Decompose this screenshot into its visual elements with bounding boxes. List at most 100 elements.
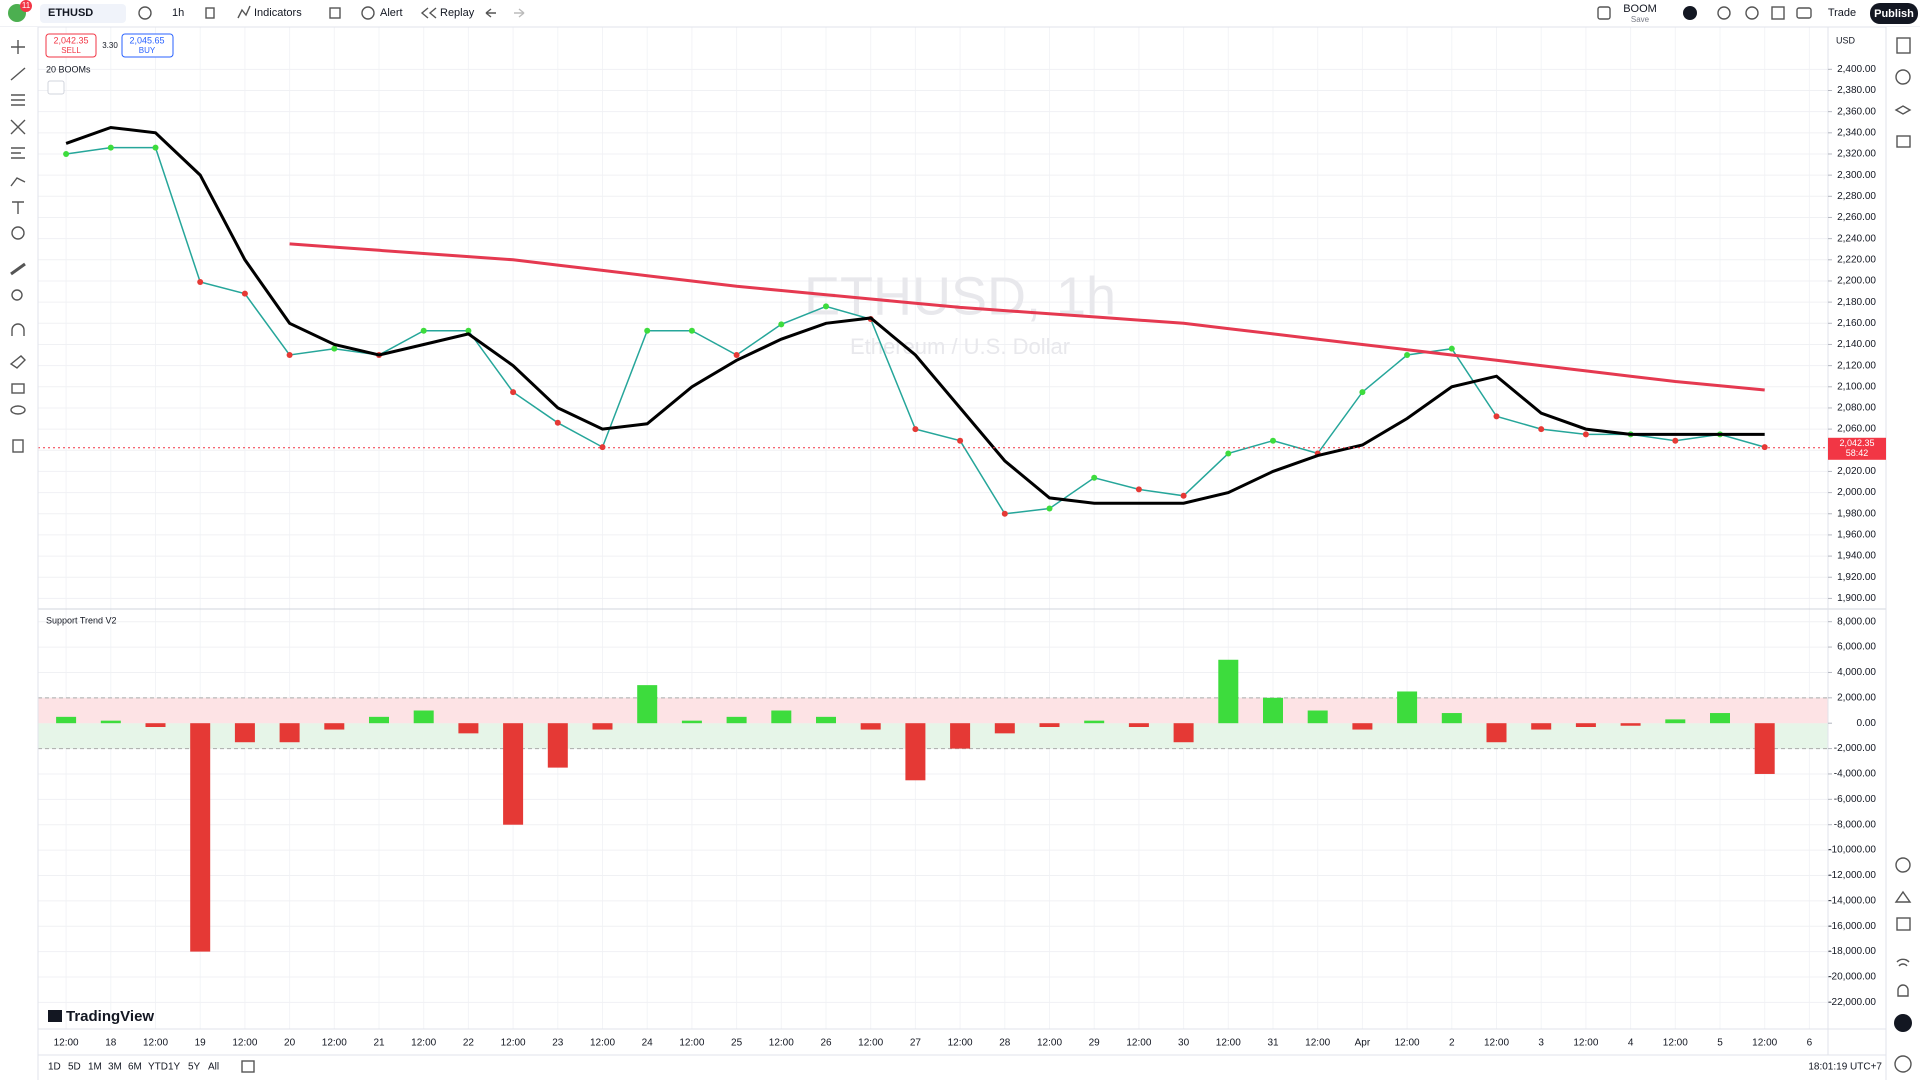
publish-button[interactable] (1870, 3, 1918, 24)
alert-icon[interactable] (361, 6, 375, 20)
ideas-button[interactable] (1894, 890, 1912, 903)
settings-button[interactable] (1745, 6, 1759, 20)
notifications-button[interactable] (1897, 984, 1909, 997)
brush-tool[interactable] (10, 177, 26, 187)
time-label: 18 (105, 1038, 117, 1049)
chart-type[interactable] (205, 7, 215, 19)
user-menu[interactable] (1683, 6, 1697, 20)
replay[interactable]: Replay (440, 7, 475, 19)
products-button[interactable] (1894, 1014, 1912, 1032)
add-symbol[interactable] (138, 6, 152, 20)
oscillator-bar (324, 723, 345, 730)
indicators[interactable]: Indicators (254, 7, 302, 19)
price-point (152, 144, 159, 151)
drawing-tools (9, 40, 26, 453)
time-label: 12:00 (590, 1038, 615, 1049)
oscillator-legend[interactable]: Support Trend V2 (46, 615, 117, 625)
price-point (197, 279, 204, 286)
price-tick-label: 2,400.00 (1837, 64, 1876, 75)
buy-button[interactable] (121, 33, 174, 58)
drawing-mode[interactable] (9, 355, 26, 369)
time-label: 6 (1807, 1038, 1813, 1049)
oscillator-bar (413, 710, 434, 724)
collapse-legend[interactable] (47, 80, 65, 95)
sell-label[interactable]: SELL (61, 46, 81, 55)
replay-icon[interactable] (420, 7, 437, 19)
price-point (1761, 444, 1768, 451)
last-price-label: 2,042.35 (1839, 438, 1874, 448)
main-indicator-legend[interactable]: 20 BOOMs (46, 64, 91, 74)
price-tick-label: 2,260.00 (1837, 212, 1876, 223)
layout-name[interactable]: BOOM (1623, 3, 1657, 15)
chat-button[interactable] (1896, 135, 1911, 148)
hide-tool[interactable] (10, 405, 26, 415)
snapshot-button[interactable] (1796, 7, 1812, 19)
sell-price[interactable]: 2,042.35 (53, 35, 88, 45)
fullscreen-button[interactable] (1771, 6, 1785, 20)
price-line (289, 242, 1765, 392)
forecast-tool[interactable] (11, 147, 25, 159)
streams-button[interactable] (1896, 958, 1910, 967)
range-button[interactable]: 1Y (168, 1062, 181, 1073)
indicators-icon[interactable] (237, 5, 251, 19)
currency[interactable]: USD (1836, 35, 1856, 45)
redo[interactable] (514, 8, 525, 18)
range-button[interactable]: 1D (48, 1062, 61, 1073)
price-point (286, 352, 293, 359)
trade-button[interactable]: Trade (1828, 7, 1856, 19)
price-tick-label: 2,160.00 (1837, 318, 1876, 329)
publish-label[interactable]: Publish (1874, 8, 1914, 20)
zoom-tool[interactable] (11, 289, 23, 301)
oscillator-bar (816, 716, 836, 724)
price-point (778, 321, 785, 328)
time-label: 12:00 (1126, 1038, 1151, 1049)
oscillator-bar (56, 716, 77, 724)
interval[interactable]: 1h (172, 7, 184, 19)
targets-button[interactable] (1895, 857, 1911, 873)
price-tick-label: 4,000.00 (1837, 667, 1876, 678)
layout-icon[interactable] (1597, 6, 1611, 20)
trendline-tool[interactable] (10, 67, 26, 81)
time-label: 28 (999, 1038, 1011, 1049)
search-button[interactable] (1717, 6, 1731, 20)
oscillator-bar (726, 716, 747, 724)
undo[interactable] (485, 8, 496, 18)
fib-tool[interactable] (11, 94, 25, 106)
lock-tool[interactable] (11, 383, 25, 394)
oscillator-bar (234, 723, 255, 743)
alert[interactable]: Alert (380, 7, 403, 19)
crosshair-tool[interactable] (11, 40, 25, 54)
price-tick-label: 6,000.00 (1837, 642, 1876, 653)
range-button[interactable]: 5Y (188, 1062, 201, 1073)
calendar-button[interactable] (1896, 917, 1911, 931)
time-label: 23 (552, 1038, 564, 1049)
range-button[interactable]: All (208, 1062, 219, 1073)
range-button[interactable]: 6M (128, 1062, 142, 1073)
range-button[interactable]: 1M (88, 1062, 102, 1073)
magnet-tool[interactable] (11, 323, 25, 336)
ruler-tool[interactable] (10, 262, 26, 276)
pattern-tool[interactable] (10, 119, 26, 135)
time-label: 3 (1538, 1038, 1544, 1049)
range-button[interactable]: 3M (108, 1062, 122, 1073)
range-button[interactable]: YTD (148, 1062, 168, 1073)
templates[interactable] (329, 7, 341, 19)
object-tree-button[interactable] (1894, 105, 1912, 115)
watchlist-button[interactable] (1896, 37, 1911, 54)
price-tick-label: -14,000.00 (1828, 895, 1876, 906)
alerts-button[interactable] (1895, 69, 1911, 85)
symbol-search[interactable] (40, 4, 126, 23)
band (38, 723, 1828, 749)
icon-tool[interactable] (11, 226, 25, 240)
buy-price[interactable]: 2,045.65 (129, 35, 164, 45)
symbol[interactable]: ETHUSD (48, 7, 93, 19)
delete-tool[interactable] (12, 439, 24, 453)
price-point (823, 303, 829, 310)
date-range-button[interactable] (241, 1060, 255, 1073)
price-point (957, 437, 964, 444)
help-button[interactable] (1894, 1055, 1912, 1073)
text-tool[interactable] (12, 201, 24, 214)
sell-button[interactable] (45, 33, 97, 58)
range-button[interactable]: 5D (68, 1062, 81, 1073)
buy-label[interactable]: BUY (139, 46, 156, 55)
